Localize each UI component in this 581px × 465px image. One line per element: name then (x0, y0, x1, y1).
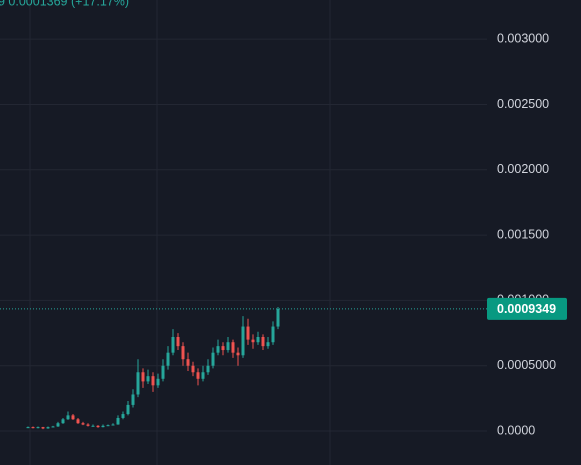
candle-body (236, 352, 240, 356)
candle-body (81, 423, 85, 425)
candle-body (26, 427, 30, 429)
candle-body (251, 339, 255, 343)
candle-body (116, 417, 120, 425)
candle-body (141, 372, 145, 382)
candle-body (261, 336, 265, 347)
candle-body (31, 427, 35, 429)
candle-body (191, 365, 195, 373)
candle-body (256, 336, 260, 343)
candle-body (216, 346, 220, 353)
candle-body (271, 326, 275, 343)
candle-body (161, 365, 165, 379)
candle-body (136, 372, 140, 395)
candle-body (151, 376, 155, 386)
candle-body (176, 336, 180, 347)
y-tick-label: 0.0000 (497, 423, 535, 437)
y-tick-label: 0.001500 (497, 227, 549, 241)
candle-body (196, 372, 200, 379)
candle-body (91, 425, 95, 427)
candle-body (41, 427, 45, 429)
candle-body (206, 365, 210, 373)
candle-body (266, 342, 270, 347)
candle-body (71, 415, 75, 420)
candle-body (61, 419, 65, 424)
candle-body (201, 372, 205, 379)
y-tick-label: 0.0005000 (497, 358, 556, 372)
candle-body (146, 376, 150, 382)
last-price-box (487, 297, 567, 320)
y-tick-label: 0.002000 (497, 162, 549, 176)
candle-body (111, 424, 115, 426)
candle-body (211, 352, 215, 366)
last-price-label: 0.0009349 (497, 302, 556, 316)
header-text: 9 0.0001369 (+17.17%) (0, 0, 129, 8)
candle-body (246, 326, 250, 340)
candle-body (186, 359, 190, 366)
candle-body (231, 342, 235, 353)
candle-body (101, 425, 105, 428)
candle-body (46, 427, 50, 429)
candle-body (156, 378, 160, 386)
y-tick-label: 0.003000 (497, 31, 549, 45)
candle-body (181, 346, 185, 360)
candle-body (171, 336, 175, 353)
candle-body (166, 352, 170, 366)
candle-body (131, 394, 135, 405)
candle-body (86, 424, 90, 426)
candle-body (221, 346, 225, 351)
candle-body (226, 342, 230, 351)
candle-body (276, 308, 280, 327)
candle-body (76, 419, 80, 424)
candle-body (36, 427, 40, 429)
candle-body (66, 415, 70, 420)
candle-body (106, 425, 110, 427)
y-tick-label: 0.002500 (497, 97, 549, 111)
candle-body (51, 426, 55, 428)
candle-body (126, 404, 130, 415)
candle-body (121, 414, 125, 418)
candle-body (96, 425, 100, 428)
candle-body (56, 423, 60, 427)
candle-body (241, 326, 245, 356)
